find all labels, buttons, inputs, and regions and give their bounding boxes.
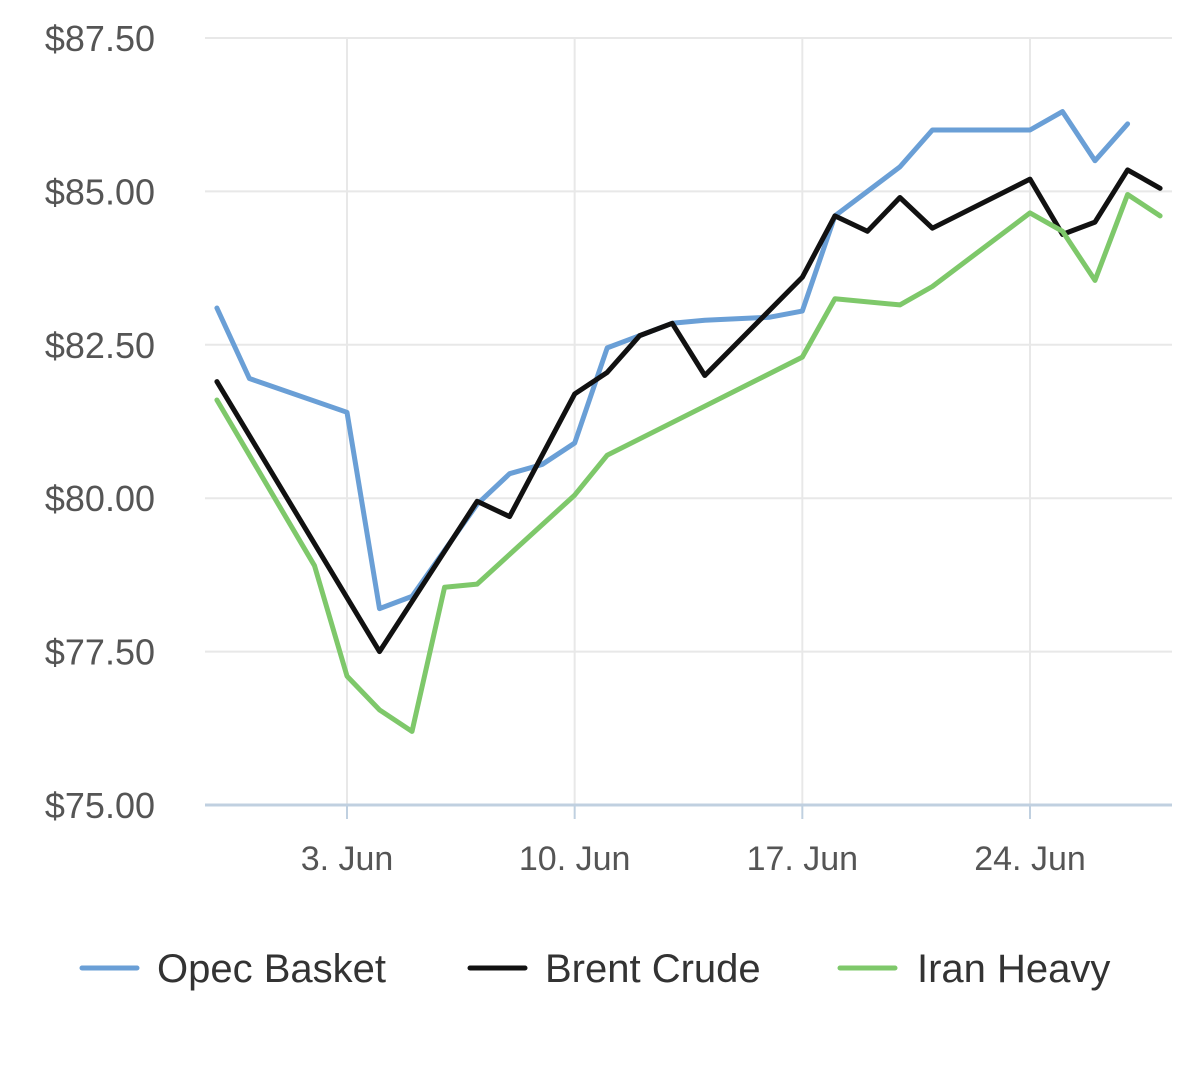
legend-label: Opec Basket <box>157 947 386 991</box>
series-lines <box>214 109 1163 734</box>
series-line-opec-basket[interactable] <box>214 109 1131 612</box>
series-line-brent-crude[interactable] <box>214 167 1163 655</box>
y-tick-label: $87.50 <box>45 18 155 59</box>
series-line-iran-heavy[interactable] <box>214 192 1163 734</box>
x-tick-label: 10. Jun <box>519 840 631 878</box>
legend-item-opec-basket[interactable]: Opec Basket <box>79 947 386 991</box>
legend-label: Brent Crude <box>545 947 761 991</box>
y-tick-label: $85.00 <box>45 171 155 212</box>
x-tick-label: 24. Jun <box>974 840 1086 878</box>
legend-label: Iran Heavy <box>917 947 1110 991</box>
x-axis: 3. Jun 10. Jun 17. Jun 24. Jun <box>205 803 1172 878</box>
y-tick-label: $77.50 <box>45 632 155 673</box>
x-tick-label: 3. Jun <box>301 840 394 878</box>
legend-item-iran-heavy[interactable]: Iran Heavy <box>837 947 1110 991</box>
legend[interactable]: Opec Basket Brent Crude Iran Heavy <box>79 947 1110 991</box>
y-tick-label: $82.50 <box>45 325 155 366</box>
y-tick-label: $80.00 <box>45 478 155 519</box>
y-tick-label: $75.00 <box>45 785 155 826</box>
y-axis: $75.00 $77.50 $80.00 $82.50 $85.00 $87.50 <box>45 18 155 826</box>
x-tick-label: 17. Jun <box>747 840 859 878</box>
legend-item-brent-crude[interactable]: Brent Crude <box>467 947 761 991</box>
